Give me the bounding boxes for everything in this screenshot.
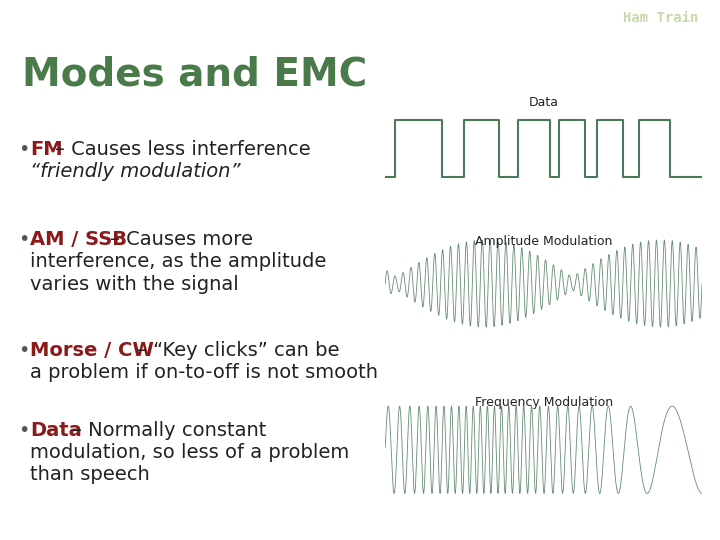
Text: Morse / CW: Morse / CW bbox=[30, 341, 154, 360]
Text: varies with the signal: varies with the signal bbox=[30, 274, 239, 294]
Text: Data: Data bbox=[528, 96, 559, 109]
Text: “friendly modulation”: “friendly modulation” bbox=[30, 163, 240, 181]
Text: Data: Data bbox=[30, 421, 82, 440]
Text: FM: FM bbox=[30, 140, 63, 159]
Text: Ham Train: Ham Train bbox=[623, 11, 698, 24]
Text: AM / SSB: AM / SSB bbox=[30, 231, 127, 249]
Text: •: • bbox=[18, 341, 30, 360]
Text: a problem if on-to-off is not smooth: a problem if on-to-off is not smooth bbox=[30, 363, 378, 382]
Text: – Normally constant: – Normally constant bbox=[72, 421, 266, 440]
Text: – Causes more: – Causes more bbox=[110, 231, 253, 249]
Text: Amplitude Modulation: Amplitude Modulation bbox=[475, 235, 612, 248]
Text: – “Key clicks” can be: – “Key clicks” can be bbox=[137, 341, 340, 360]
Text: modulation, so less of a problem: modulation, so less of a problem bbox=[30, 443, 349, 462]
Text: •: • bbox=[18, 421, 30, 440]
Text: interference, as the amplitude: interference, as the amplitude bbox=[30, 253, 326, 272]
Text: – Causes less interference: – Causes less interference bbox=[55, 140, 310, 159]
Text: than speech: than speech bbox=[30, 465, 150, 484]
Text: Modes and EMC: Modes and EMC bbox=[22, 55, 367, 93]
Text: Frequency Modulation: Frequency Modulation bbox=[474, 396, 613, 409]
Text: •: • bbox=[18, 140, 30, 159]
Text: •: • bbox=[18, 231, 30, 249]
